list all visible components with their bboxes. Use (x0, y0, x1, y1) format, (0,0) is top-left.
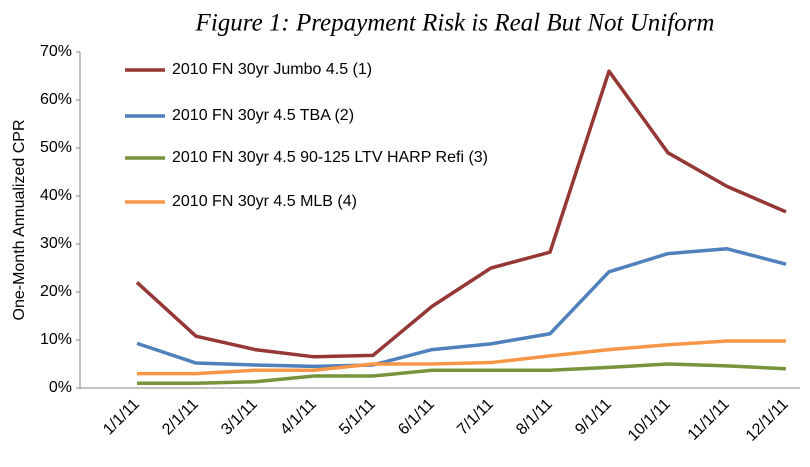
x-tick-label: 12/1/11 (743, 396, 792, 445)
y-tick-label: 20% (40, 283, 72, 300)
x-tick-label: 6/1/11 (395, 396, 438, 439)
x-tick-label: 7/1/11 (454, 396, 497, 439)
y-tick-label: 10% (40, 331, 72, 348)
x-tick-label: 11/1/11 (685, 396, 733, 444)
series-line (137, 339, 786, 376)
series-line (136, 247, 787, 369)
y-tick-label: 0% (49, 379, 72, 396)
x-tick-label: 5/1/11 (336, 396, 379, 439)
series-line (137, 362, 787, 385)
x-tick-label: 3/1/11 (218, 396, 261, 439)
series-line (135, 69, 787, 359)
y-tick-label: 50% (40, 139, 72, 156)
legend-label: 2010 FN 30yr 4.5 90-125 LTV HARP Refi (3… (172, 149, 488, 166)
legend-label: 2010 FN 30yr 4.5 TBA (2) (172, 107, 354, 124)
y-tick-label: 60% (40, 91, 72, 108)
legend-label: 2010 FN 30yr Jumbo 4.5 (1) (172, 61, 372, 78)
x-tick-label: 8/1/11 (513, 396, 556, 439)
x-tick-label: 4/1/11 (277, 396, 320, 439)
legend-label: 2010 FN 30yr 4.5 MLB (4) (172, 193, 357, 210)
y-tick-label: 70% (40, 43, 72, 60)
x-tick-label: 10/1/11 (625, 396, 674, 445)
x-tick-label: 2/1/11 (159, 396, 202, 439)
x-tick-label: 1/1/11 (100, 396, 143, 439)
x-tick-label: 9/1/11 (572, 396, 615, 439)
y-tick-label: 30% (40, 235, 72, 252)
chart-title: Figure 1: Prepayment Risk is Real But No… (195, 10, 715, 37)
y-axis-label: One-Month Annualized CPR (11, 120, 28, 321)
y-tick-label: 40% (40, 187, 72, 204)
